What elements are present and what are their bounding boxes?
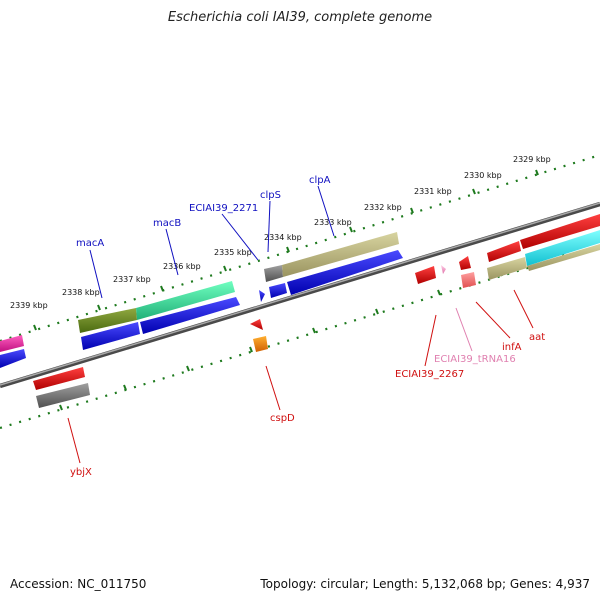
kbp-label: 2333 kbp	[314, 218, 352, 227]
upper-ruler-major-tick	[349, 226, 353, 233]
kbp-label: 2330 kbp	[464, 171, 502, 180]
gene-blue-clpS[interactable]	[269, 283, 287, 298]
forward-strand-genes-row2	[0, 230, 600, 368]
connector-aat	[513, 289, 534, 329]
gene-clpS[interactable]	[264, 265, 283, 282]
upper-ruler-major-tick	[286, 246, 290, 253]
label-infA[interactable]: infA	[502, 342, 522, 353]
gene-ECIAI39_2267[interactable]	[415, 266, 436, 284]
connector-macB	[165, 228, 179, 276]
connector-infA	[475, 301, 511, 339]
gene-labels: macA macB ECIAI39_2271 clpS clpA ybjX cs…	[70, 175, 545, 478]
lower-ruler-major-tick	[123, 384, 127, 391]
gene-infA[interactable]	[459, 256, 471, 270]
gene-ECIAI39_tRNA16[interactable]	[441, 265, 446, 274]
kbp-label: 2332 kbp	[364, 203, 402, 212]
gene-clpA[interactable]	[282, 232, 399, 277]
label-clpA[interactable]: clpA	[309, 175, 331, 186]
connector-clpA	[317, 185, 335, 237]
connector-ECIAI39_2271	[221, 213, 259, 261]
gene-ECIAI39_2271[interactable]	[259, 290, 265, 302]
lower-ruler-major-tick	[59, 404, 63, 411]
connector-cspD	[265, 365, 281, 411]
upper-ruler-major-tick	[410, 207, 414, 214]
label-ybjX[interactable]: ybjX	[70, 467, 92, 478]
label-aat[interactable]: aat	[529, 332, 545, 343]
gene-olive-right[interactable]	[487, 257, 527, 280]
upper-ruler-major-tick	[33, 324, 37, 331]
gene-salmon[interactable]	[461, 272, 476, 288]
gene-blue-left[interactable]	[0, 349, 26, 368]
gene-blue-long[interactable]	[140, 297, 240, 334]
gene-macB[interactable]	[136, 281, 235, 320]
label-connectors	[67, 185, 534, 464]
upper-ruler-major-tick	[472, 188, 476, 195]
connector-clpS	[267, 200, 271, 253]
genome-backbone	[0, 201, 600, 389]
upper-ruler-major-tick	[160, 285, 164, 292]
forward-strand-genes	[0, 214, 600, 352]
label-macB[interactable]: macB	[153, 218, 181, 229]
label-ECIAI39_tRNA16[interactable]: ECIAI39_tRNA16	[434, 354, 516, 365]
label-ECIAI39_2271[interactable]: ECIAI39_2271	[189, 203, 258, 214]
gene-red-ybjX-upper[interactable]	[33, 367, 85, 390]
connector-ECIAI39_2267	[424, 314, 437, 367]
lower-ruler-major-tick	[312, 327, 316, 334]
lower-ruler-major-tick	[375, 308, 379, 315]
genome-summary-text: Topology: circular; Length: 5,132,068 bp…	[260, 577, 590, 591]
label-macA[interactable]: macA	[76, 238, 104, 249]
label-ECIAI39_2267[interactable]: ECIAI39_2267	[395, 369, 464, 380]
kbp-label: 2337 kbp	[113, 275, 151, 284]
upper-ruler-major-tick	[535, 169, 539, 176]
connector-ybjX	[67, 417, 81, 464]
kbp-label: 2336 kbp	[163, 262, 201, 271]
lower-ruler-major-tick	[437, 289, 441, 296]
kbp-label: 2339 kbp	[10, 301, 48, 310]
kbp-label: 2338 kbp	[62, 288, 100, 297]
gene-rev-upper-red-b[interactable]	[520, 214, 600, 249]
gene-rev-upper-red-a[interactable]	[487, 241, 521, 262]
reverse-strand-genes	[33, 256, 476, 408]
gene-forward-pink[interactable]	[0, 335, 24, 352]
label-clpS[interactable]: clpS	[260, 190, 281, 201]
kbp-label: 2331 kbp	[414, 187, 452, 196]
map-title: Escherichia coli IAI39, complete genome	[167, 10, 433, 25]
upper-ruler: 2339 kbp 2338 kbp 2337 kbp 2336 kbp 2335…	[0, 153, 600, 343]
gene-macA[interactable]	[78, 308, 137, 333]
gene-blue-clpA[interactable]	[287, 250, 403, 295]
gene-cyan-aat[interactable]	[525, 230, 600, 266]
upper-ruler-major-tick	[97, 304, 101, 311]
connector-macA	[89, 249, 103, 299]
kbp-label: 2329 kbp	[513, 155, 551, 164]
gene-cspD-red[interactable]	[250, 319, 263, 330]
gene-ybjX[interactable]	[36, 383, 90, 408]
accession-text: Accession: NC_011750	[10, 577, 147, 591]
kbp-label: 2335 kbp	[214, 248, 252, 257]
kbp-label: 2334 kbp	[264, 233, 302, 242]
lower-ruler-major-tick	[249, 346, 253, 353]
gene-cspD[interactable]	[253, 336, 268, 352]
connector-ECIAI39_tRNA16	[455, 307, 473, 352]
gene-olive-far[interactable]	[527, 244, 600, 271]
upper-ruler-major-tick	[223, 265, 227, 272]
gene-blue-macB[interactable]	[81, 322, 140, 350]
lower-ruler-major-tick	[186, 365, 190, 372]
label-cspD[interactable]: cspD	[270, 413, 295, 424]
